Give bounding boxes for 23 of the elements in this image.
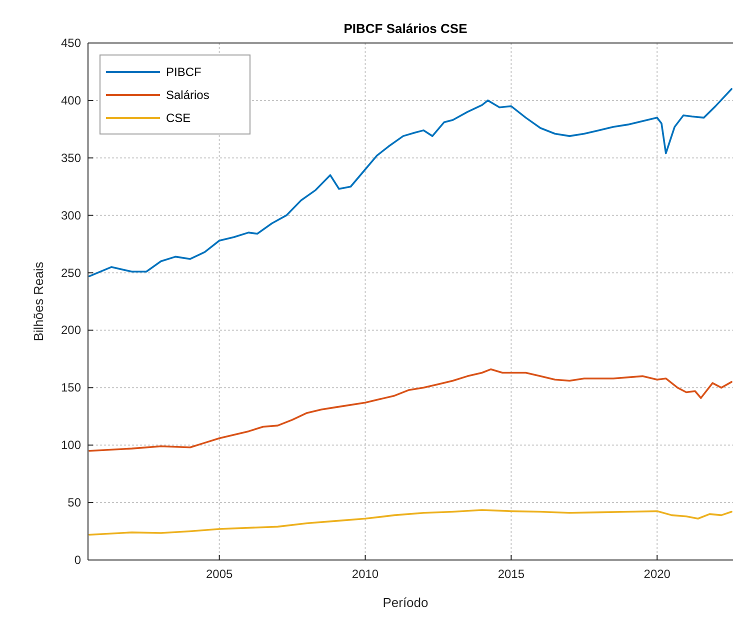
x-axis-title: Período — [382, 595, 428, 610]
legend-label: PIBCF — [166, 65, 202, 79]
x-tick-label: 2010 — [352, 567, 379, 581]
legend-label: Salários — [166, 88, 210, 102]
line-series — [88, 509, 732, 536]
x-tick-label: 2020 — [644, 567, 671, 581]
y-tick-label: 200 — [60, 323, 82, 338]
x-tick-label: 2005 — [206, 567, 234, 581]
line-series — [88, 88, 732, 278]
y-tick-label: 50 — [68, 496, 82, 510]
chart-title: PIBCF Salários CSE — [344, 21, 468, 36]
y-tick-label: 250 — [60, 266, 82, 280]
y-tick-label: 450 — [60, 36, 82, 50]
line-series — [88, 368, 732, 452]
legend-label: CSE — [166, 111, 191, 125]
y-tick-label: 350 — [60, 150, 82, 165]
y-tick-label: 400 — [60, 93, 82, 108]
y-axis-title: Bilhões Reais — [31, 261, 46, 342]
y-tick-label: 0 — [74, 553, 82, 567]
y-tick-label: 100 — [60, 438, 82, 452]
y-tick-label: 150 — [60, 380, 82, 395]
y-tick-label: 300 — [60, 208, 82, 222]
x-tick-label: 2015 — [498, 567, 525, 581]
